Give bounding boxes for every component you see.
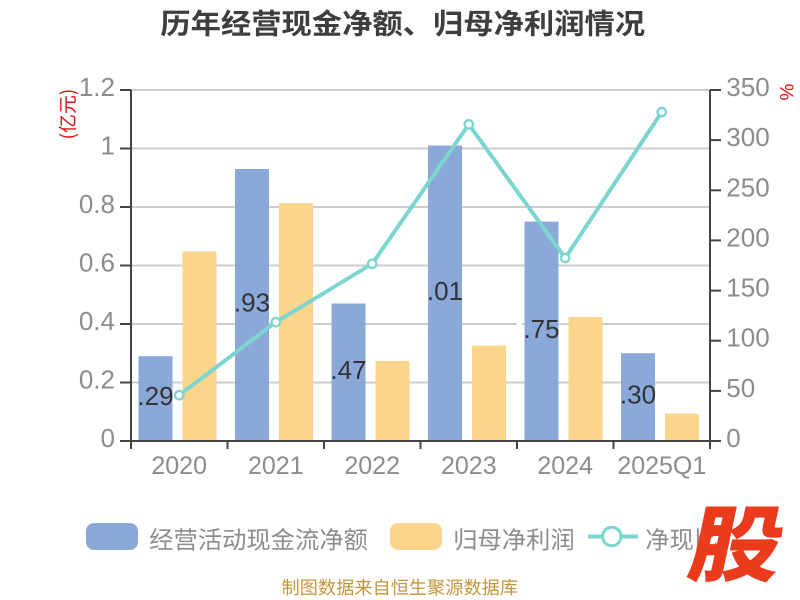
svg-text:150: 150 xyxy=(726,273,769,303)
svg-text:.75: .75 xyxy=(523,314,559,344)
svg-text:300: 300 xyxy=(726,122,769,152)
svg-text:.30: .30 xyxy=(620,380,656,410)
svg-text:2021: 2021 xyxy=(248,452,304,480)
svg-text:2020: 2020 xyxy=(151,452,207,480)
svg-text:350: 350 xyxy=(726,72,769,102)
svg-text:.47: .47 xyxy=(330,355,366,385)
svg-text:2023: 2023 xyxy=(441,452,497,480)
svg-text:250: 250 xyxy=(726,172,769,202)
svg-text:%: % xyxy=(778,83,799,100)
svg-text:.93: .93 xyxy=(234,288,270,318)
svg-text:1.2: 1.2 xyxy=(79,72,115,102)
svg-text:2025Q1: 2025Q1 xyxy=(617,452,706,480)
svg-text:0.4: 0.4 xyxy=(79,306,115,336)
svg-text:.01: .01 xyxy=(427,276,463,306)
svg-text:.29: .29 xyxy=(137,381,173,411)
svg-text:0.6: 0.6 xyxy=(79,248,115,278)
svg-text:2024: 2024 xyxy=(537,452,593,480)
svg-text:0.2: 0.2 xyxy=(79,365,115,395)
svg-text:100: 100 xyxy=(726,323,769,353)
svg-text:0: 0 xyxy=(101,423,115,453)
svg-text:0: 0 xyxy=(726,423,740,453)
svg-text:200: 200 xyxy=(726,222,769,252)
svg-text:2022: 2022 xyxy=(344,452,400,480)
svg-text:0.8: 0.8 xyxy=(79,189,115,219)
svg-text:50: 50 xyxy=(726,373,755,403)
svg-text:1: 1 xyxy=(101,131,115,161)
